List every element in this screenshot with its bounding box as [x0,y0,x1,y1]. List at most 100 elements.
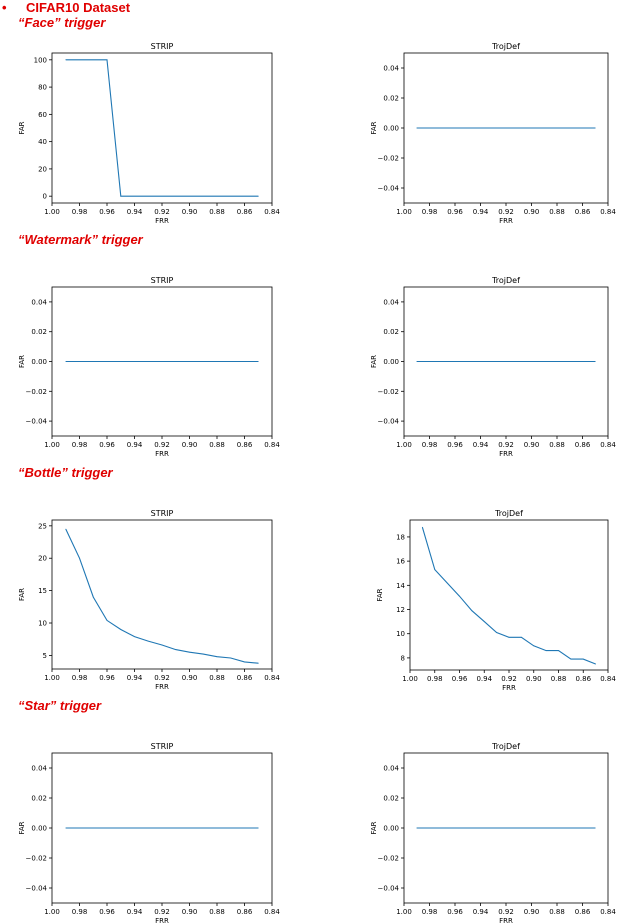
y-tick-label: 0.00 [31,825,47,833]
x-tick-label: 0.90 [182,208,198,216]
x-tick-label: 0.86 [237,674,253,682]
x-tick-label: 0.92 [498,441,514,449]
x-tick-label: 0.96 [99,208,115,216]
x-tick-label: 0.86 [237,208,253,216]
x-tick-label: 0.90 [526,675,542,683]
chart-title: TrojDef [491,276,520,285]
plot-frame [51,52,273,204]
x-tick-label: 0.92 [498,908,514,916]
data-point [106,620,108,621]
x-tick-label: 0.90 [524,441,540,449]
x-tick-label: 0.98 [72,441,88,449]
y-tick-label: 20 [38,165,47,173]
data-point [175,649,177,650]
data-point [459,595,460,597]
series-line [421,527,596,665]
y-tick-label: −0.02 [26,855,47,863]
data-point [161,644,163,646]
x-tick-label: 1.00 [396,441,412,449]
data-point [257,361,259,362]
data-point [147,640,149,642]
x-tick-label: 0.84 [600,441,616,449]
y-tick-label: 20 [38,555,47,563]
data-point [202,653,204,655]
x-tick-label: 0.84 [264,208,280,216]
x-tick-label: 0.92 [154,208,170,216]
y-tick-label: 0 [43,193,47,201]
chart-title: TrojDef [491,742,520,751]
x-tick-label: 1.00 [396,208,412,216]
y-tick-label: 0.00 [383,125,399,133]
chart-star-strip: STRIP 1.00 0.98 0.96 0.94 0.92 0.90 0.88 0.86 0.8… [18,742,280,924]
y-tick-label: 0.02 [31,795,47,803]
y-axis-label: FAR [370,121,378,134]
x-tick-label: 0.98 [427,675,443,683]
chart-bottle-strip: STRIP 1.00 0.98 0.96 0.94 0.92 0.90 0.88 0.86 0.8… [18,509,280,691]
y-tick-label: 5 [43,652,47,660]
data-point [595,663,596,665]
x-tick-label: 0.96 [447,441,463,449]
data-point [244,661,245,663]
data-point [483,621,485,622]
x-tick-label: 0.86 [575,208,591,216]
x-axis-label: FRR [502,684,516,692]
y-axis-label: FAR [18,121,26,134]
y-tick-label: 0.04 [383,65,399,73]
data-point [65,827,67,829]
y-axis-label: FAR [18,355,26,368]
x-tick-label: 1.00 [396,908,412,916]
x-tick-label: 0.92 [501,675,517,683]
y-tick-label: −0.02 [378,855,399,863]
x-tick-label: 0.98 [72,908,88,916]
x-axis-label: FRR [155,217,169,225]
y-axis-label: FAR [18,588,26,601]
data-point [65,361,67,362]
y-tick-label: 10 [38,620,47,628]
x-tick-label: 0.90 [182,908,198,916]
data-point [416,827,418,829]
data-point [189,651,190,653]
y-tick-label: 80 [38,84,47,92]
chart-star-trojdef: TrojDef 1.00 0.98 0.96 0.94 0.92 0.90 0.88 0.86 0… [370,742,616,924]
data-point [257,662,259,664]
y-tick-label: 0.04 [383,298,399,306]
chart-watermark-strip: STRIP 1.00 0.98 0.96 0.94 0.92 0.90 0.88 0.86 0.8… [18,276,280,458]
y-tick-label: 10 [396,630,405,638]
x-tick-label: 0.86 [575,908,591,916]
data-point [79,557,80,559]
y-tick-label: 12 [396,606,405,614]
y-tick-label: 8 [401,654,405,662]
data-point [545,650,547,651]
x-tick-label: 0.94 [473,208,489,216]
y-tick-label: −0.02 [26,388,47,396]
x-tick-label: 0.96 [99,441,115,449]
y-tick-label: 16 [396,558,405,566]
y-axis-label: FAR [376,588,384,601]
data-point [446,582,448,584]
y-tick-label: 0.00 [383,358,399,366]
y-tick-label: 0.04 [31,765,47,773]
x-tick-label: 0.86 [237,441,253,449]
x-tick-label: 0.92 [154,674,170,682]
data-point [230,657,232,659]
data-point [570,658,572,660]
trigger-label-star: “Star” trigger [18,698,102,713]
y-tick-label: −0.04 [378,185,400,193]
data-point [416,127,418,129]
chart-title: TrojDef [491,42,520,51]
y-tick-label: −0.04 [26,885,48,893]
data-point [582,658,584,660]
data-point [257,827,259,829]
x-tick-label: 0.86 [237,908,253,916]
x-tick-label: 1.00 [402,675,418,683]
x-tick-label: 0.88 [209,674,225,682]
data-point [65,59,67,61]
plot-frame [51,519,273,670]
plot-frame [409,519,609,671]
series-line [65,528,259,664]
x-tick-label: 0.90 [182,674,198,682]
y-tick-label: 100 [34,56,47,64]
chart-face-strip: STRIP 1.00 0.98 0.96 0.94 0.92 0.90 0.88 0.86 0.8… [18,42,280,225]
data-point [533,645,535,647]
y-tick-label: 0.04 [31,298,47,306]
